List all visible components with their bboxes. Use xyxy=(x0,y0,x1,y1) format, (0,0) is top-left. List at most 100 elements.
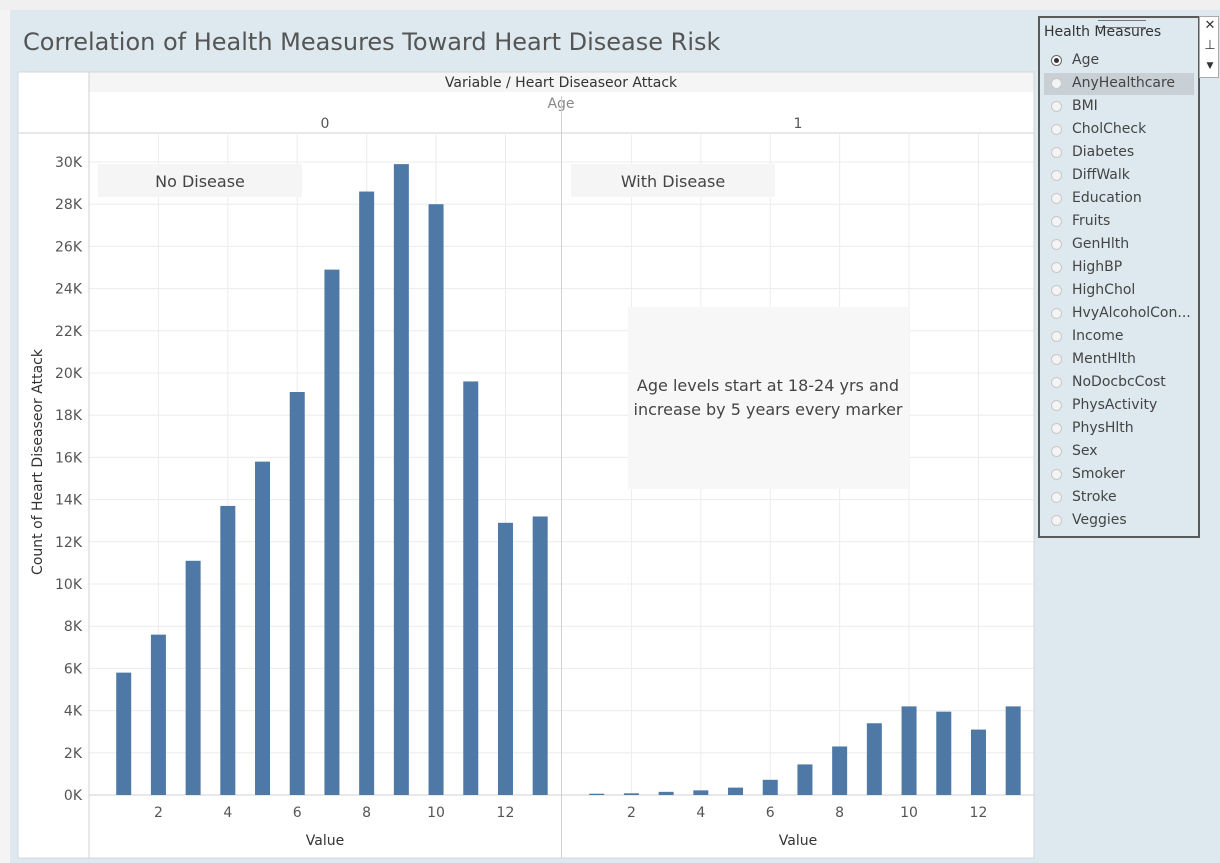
bar xyxy=(255,461,271,795)
radio-icon[interactable] xyxy=(1051,55,1062,66)
bar xyxy=(1005,706,1021,795)
note-box xyxy=(628,307,909,489)
radio-icon[interactable] xyxy=(1051,101,1062,112)
sheet-border xyxy=(17,71,1035,859)
bar xyxy=(463,381,479,795)
pane-annotation: No Disease xyxy=(155,172,245,191)
filter-option-physhlth[interactable]: PhysHlth xyxy=(1044,418,1194,440)
radio-icon[interactable] xyxy=(1051,354,1062,365)
y-tick-label: 4K xyxy=(64,704,83,720)
filter-option-label: DiffWalk xyxy=(1072,167,1130,183)
radio-icon[interactable] xyxy=(1051,446,1062,457)
filter-option-diabetes[interactable]: Diabetes xyxy=(1044,142,1194,164)
filter-option-label: MentHlth xyxy=(1072,351,1136,367)
radio-icon[interactable] xyxy=(1051,147,1062,158)
filter-option-label: Age xyxy=(1072,52,1100,68)
filter-option-fruits[interactable]: Fruits xyxy=(1044,211,1194,233)
filter-option-nodocbccost[interactable]: NoDocbcCost xyxy=(1044,372,1194,394)
y-tick-label: 6K xyxy=(64,661,83,677)
filter-option-menthlth[interactable]: MentHlth xyxy=(1044,349,1194,371)
radio-icon[interactable] xyxy=(1051,193,1062,204)
filter-option-smoker[interactable]: Smoker xyxy=(1044,464,1194,486)
health-measures-filter-panel: Health Measures Age AnyHealthcare BMI CholC… xyxy=(1038,16,1200,538)
filter-option-income[interactable]: Income xyxy=(1044,326,1194,348)
radio-icon[interactable] xyxy=(1051,331,1062,342)
filter-option-highchol[interactable]: HighChol xyxy=(1044,280,1194,302)
filter-option-label: Income xyxy=(1072,328,1124,344)
filter-option-label: Education xyxy=(1072,190,1142,206)
annotation-box xyxy=(571,164,775,197)
x-tick-label: 4 xyxy=(223,805,232,821)
bar xyxy=(623,793,639,795)
bar xyxy=(832,746,848,795)
bar xyxy=(428,204,444,795)
x-tick-label: 8 xyxy=(835,805,844,821)
dropdown-icon[interactable]: ▼ xyxy=(1206,61,1214,71)
bar xyxy=(185,560,201,795)
y-tick-label: 8K xyxy=(64,619,83,635)
bar xyxy=(901,706,917,795)
radio-icon[interactable] xyxy=(1051,492,1062,503)
filter-option-label: HvyAlcoholCon... xyxy=(1072,305,1191,321)
filter-option-cholcheck[interactable]: CholCheck xyxy=(1044,119,1194,141)
bar xyxy=(589,793,605,795)
filter-option-label: HighChol xyxy=(1072,282,1136,298)
radio-icon[interactable] xyxy=(1051,78,1062,89)
filter-option-label: Diabetes xyxy=(1072,144,1135,160)
filter-option-label: PhysActivity xyxy=(1072,397,1158,413)
bar xyxy=(150,634,166,795)
bar xyxy=(970,729,986,795)
radio-icon[interactable] xyxy=(1051,124,1062,135)
header-band xyxy=(89,72,1034,92)
filter-option-label: Smoker xyxy=(1072,466,1126,482)
filter-option-physactivity[interactable]: PhysActivity xyxy=(1044,395,1194,417)
radio-icon[interactable] xyxy=(1051,423,1062,434)
filter-option-age[interactable]: Age xyxy=(1044,50,1194,72)
y-tick-label: 18K xyxy=(55,408,83,424)
y-tick-label: 14K xyxy=(55,493,83,509)
bar xyxy=(497,522,513,795)
radio-icon[interactable] xyxy=(1051,377,1062,388)
radio-icon[interactable] xyxy=(1051,216,1062,227)
pin-icon[interactable]: ⊥ xyxy=(1204,38,1216,53)
y-tick-label: 16K xyxy=(55,450,83,466)
panel-drag-handle[interactable] xyxy=(1098,20,1146,28)
radio-icon[interactable] xyxy=(1051,400,1062,411)
x-tick-label: 12 xyxy=(970,805,988,821)
close-icon[interactable]: ✕ xyxy=(1204,18,1216,33)
y-tick-label: 28K xyxy=(55,197,83,213)
bar xyxy=(728,787,744,795)
radio-icon[interactable] xyxy=(1051,262,1062,273)
filter-option-sex[interactable]: Sex xyxy=(1044,441,1194,463)
radio-icon[interactable] xyxy=(1051,239,1062,250)
filter-option-education[interactable]: Education xyxy=(1044,188,1194,210)
y-tick-label: 10K xyxy=(55,577,83,593)
bar xyxy=(797,764,813,795)
filter-option-bmi[interactable]: BMI xyxy=(1044,96,1194,118)
filter-option-label: BMI xyxy=(1072,98,1098,114)
y-tick-label: 24K xyxy=(55,282,83,298)
x-tick-label: 2 xyxy=(627,805,636,821)
x-tick-label: 2 xyxy=(154,805,163,821)
radio-icon[interactable] xyxy=(1051,469,1062,480)
filter-option-label: GenHlth xyxy=(1072,236,1130,252)
radio-icon[interactable] xyxy=(1051,170,1062,181)
radio-icon[interactable] xyxy=(1051,285,1062,296)
filter-option-diffwalk[interactable]: DiffWalk xyxy=(1044,165,1194,187)
radio-icon[interactable] xyxy=(1051,308,1062,319)
bar xyxy=(289,391,305,795)
filter-option-veggies[interactable]: Veggies xyxy=(1044,510,1194,532)
bar xyxy=(324,269,340,795)
filter-option-highbp[interactable]: HighBP xyxy=(1044,257,1194,279)
filter-option-label: NoDocbcCost xyxy=(1072,374,1166,390)
bar xyxy=(658,791,674,795)
filter-option-hvyalcoholcon[interactable]: HvyAlcoholCon... xyxy=(1044,303,1194,325)
filter-option-stroke[interactable]: Stroke xyxy=(1044,487,1194,509)
radio-icon[interactable] xyxy=(1051,515,1062,526)
filter-option-anyhealthcare[interactable]: AnyHealthcare xyxy=(1044,73,1194,95)
filter-option-genhlth[interactable]: GenHlth xyxy=(1044,234,1194,256)
y-tick-label: 0K xyxy=(64,788,83,804)
filter-option-label: Veggies xyxy=(1072,512,1127,528)
pane-header-label: 1 xyxy=(794,116,803,132)
filter-panel-title: Health Measures xyxy=(1044,24,1162,40)
